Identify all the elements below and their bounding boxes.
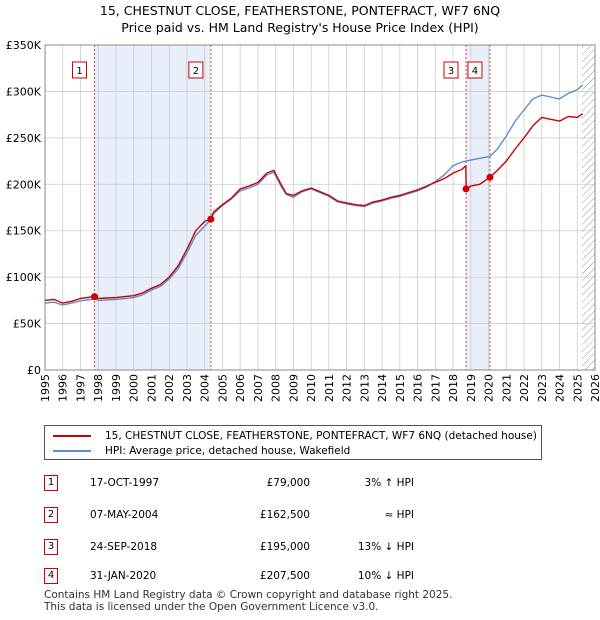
transaction-number: 2: [44, 507, 58, 523]
transaction-hpi-delta: 10% ↓ HPI: [357, 570, 414, 582]
footer-copyright: Contains HM Land Registry data © Crown c…: [44, 589, 453, 601]
legend-label-property: 15, CHESTNUT CLOSE, FEATHERSTONE, PONTEF…: [105, 430, 537, 442]
y-tick-label: £200K: [6, 178, 42, 191]
sale-period-band: [466, 45, 490, 370]
x-tick-label: 2007: [252, 374, 265, 402]
x-tick-label: 2024: [554, 374, 567, 402]
transaction-hpi-delta: 3% ↑ HPI: [364, 477, 414, 489]
transaction-price: £162,500: [259, 509, 310, 521]
transaction-date: 24-SEP-2018: [90, 541, 158, 553]
transaction-row: 4 31-JAN-2020 £207,500 10% ↓ HPI: [44, 568, 464, 586]
transaction-date: 07-MAY-2004: [90, 509, 159, 521]
x-tick-label: 2006: [234, 374, 247, 402]
price-chart: 1 2 3 4 £0 £50K £100K £150K £200K £250K £300K £350K…: [6, 39, 600, 402]
sale-label-box: [443, 61, 459, 79]
sale-label-text: 4: [472, 66, 478, 77]
x-tick-label: 2023: [536, 374, 549, 402]
sale-period-band: [94, 45, 211, 370]
x-tick-label: 2016: [412, 374, 425, 402]
legend-swatch-hpi: [53, 450, 91, 452]
transaction-row: 1 17-OCT-1997 £79,000 3% ↑ HPI: [44, 475, 464, 493]
y-tick-label: £300K: [6, 85, 42, 98]
transaction-row: 2 07-MAY-2004 £162,500 ≈ HPI: [44, 507, 464, 525]
x-tick-label: 2002: [163, 374, 176, 402]
transaction-number: 3: [44, 539, 58, 555]
legend-item-property: 15, CHESTNUT CLOSE, FEATHERSTONE, PONTEF…: [53, 428, 537, 444]
x-tick-label: 2010: [305, 374, 318, 402]
y-tick-label: £0: [27, 364, 41, 377]
transaction-date: 31-JAN-2020: [90, 570, 157, 582]
x-tick-label: 2014: [376, 374, 389, 402]
sale-label-text: 1: [76, 66, 82, 77]
sale-point: [486, 173, 494, 181]
title-line-1: 15, CHESTNUT CLOSE, FEATHERSTONE, PONTEF…: [99, 3, 501, 18]
x-tick-label: 2003: [181, 374, 194, 402]
sale-label-box: [72, 61, 87, 79]
x-tick-label: 2018: [447, 374, 460, 402]
transaction-price: £195,000: [259, 541, 310, 553]
transaction-price: £79,000: [266, 477, 310, 489]
transaction-hpi-delta: 13% ↓ HPI: [357, 541, 414, 553]
x-tick-label: 2000: [128, 374, 141, 402]
sale-label-box: [188, 61, 204, 79]
transaction-row: 3 24-SEP-2018 £195,000 13% ↓ HPI: [44, 539, 464, 557]
x-tick-label: 2004: [199, 374, 212, 402]
legend-item-hpi: HPI: Average price, detached house, Wake…: [53, 443, 350, 459]
x-tick-label: 2005: [216, 374, 229, 402]
x-tick-label: 2019: [465, 374, 478, 402]
y-tick-label: £50K: [13, 318, 42, 331]
x-tick-label: 2015: [394, 374, 407, 402]
sale-point: [462, 185, 470, 193]
footer: Contains HM Land Registry data © Crown c…: [44, 589, 452, 613]
x-tick-label: 2021: [500, 374, 513, 402]
x-tick-label: 1998: [92, 374, 105, 402]
x-tick-label: 2017: [429, 374, 442, 402]
x-tick-label: 2012: [341, 374, 354, 402]
y-tick-label: £350K: [6, 39, 42, 52]
transaction-number: 4: [44, 568, 58, 584]
title-line-2: Price paid vs. HM Land Registry's House …: [121, 20, 479, 35]
x-tick-label: 1999: [110, 374, 123, 402]
sale-point: [91, 293, 98, 301]
sale-label-text: 2: [193, 66, 199, 77]
y-tick-label: £150K: [6, 225, 42, 238]
forecast-hatch: [581, 45, 595, 370]
chart-legend: 15, CHESTNUT CLOSE, FEATHERSTONE, PONTEF…: [44, 425, 542, 460]
plot-border: [44, 44, 596, 371]
x-tick-label: 2001: [145, 374, 158, 402]
y-tick-label: £250K: [6, 132, 42, 145]
sale-point: [207, 215, 215, 223]
transaction-number: 1: [44, 475, 58, 491]
y-tick-label: £100K: [6, 271, 42, 284]
x-tick-label: 1995: [39, 374, 52, 402]
x-tick-label: 2025: [571, 374, 584, 402]
chart-title: 15, CHESTNUT CLOSE, FEATHERSTONE, PONTEF…: [0, 2, 600, 36]
transaction-date: 17-OCT-1997: [90, 477, 159, 489]
footer-licence: This data is licensed under the Open Gov…: [44, 601, 379, 613]
x-tick-label: 2008: [270, 374, 283, 402]
sale-label-box: [467, 61, 483, 79]
x-tick-label: 2022: [518, 374, 531, 402]
sale-label-text: 3: [448, 66, 454, 77]
legend-label-hpi: HPI: Average price, detached house, Wake…: [105, 445, 351, 457]
x-tick-label: 1996: [57, 374, 70, 402]
x-tick-label: 2009: [287, 374, 300, 402]
x-tick-label: 2011: [323, 374, 336, 402]
hpi-line: [44, 84, 584, 306]
transaction-hpi-delta: ≈ HPI: [384, 509, 414, 521]
x-tick-label: 2020: [483, 374, 496, 402]
legend-swatch-property: [53, 435, 91, 437]
x-tick-label: 2013: [358, 374, 371, 402]
x-tick-label: 1997: [74, 374, 87, 402]
transaction-price: £207,500: [259, 570, 310, 582]
x-tick-label: 2026: [589, 374, 600, 402]
